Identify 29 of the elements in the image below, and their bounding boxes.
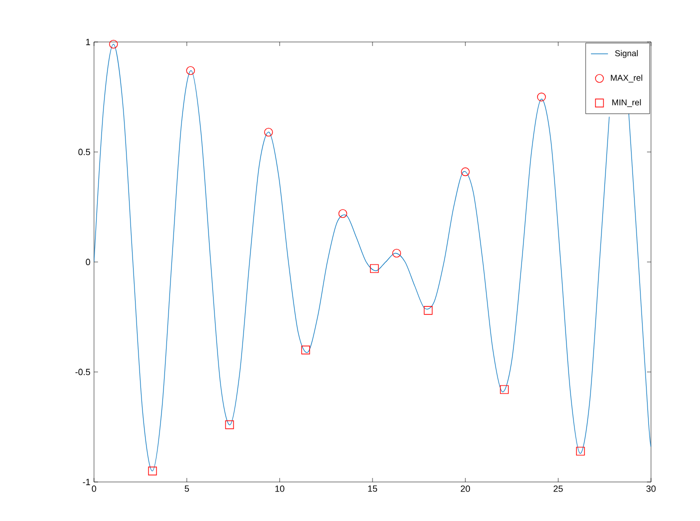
legend-label: MIN_rel [612,99,641,107]
point [148,466,157,476]
point [109,40,118,49]
x-tick-label: 20 [460,486,470,492]
y-tick-label: 0.5 [78,148,90,156]
point [338,209,348,218]
point [537,92,546,102]
y-tick-label: -1 [82,478,90,486]
point [370,264,379,273]
point [186,66,195,75]
legend-label: Signal [615,50,638,58]
legend-label: MAX_rel [610,74,642,82]
point [301,346,310,354]
point [576,446,585,456]
x-tick-label: 5 [184,486,189,492]
point [392,248,401,258]
y-tick-label: 0 [86,258,90,266]
point [500,385,509,394]
x-tick-label: 0 [92,486,96,492]
x-tick-label: 25 [554,486,563,492]
point [424,306,433,315]
point [225,420,234,430]
x-tick-label: 10 [275,486,284,492]
y-tick-label: -0.5 [75,368,90,376]
y-tick-label: 1 [86,38,90,46]
point [264,128,273,137]
x-tick-label: 15 [368,486,378,492]
point [460,167,470,176]
x-tick-label: 30 [646,486,656,492]
